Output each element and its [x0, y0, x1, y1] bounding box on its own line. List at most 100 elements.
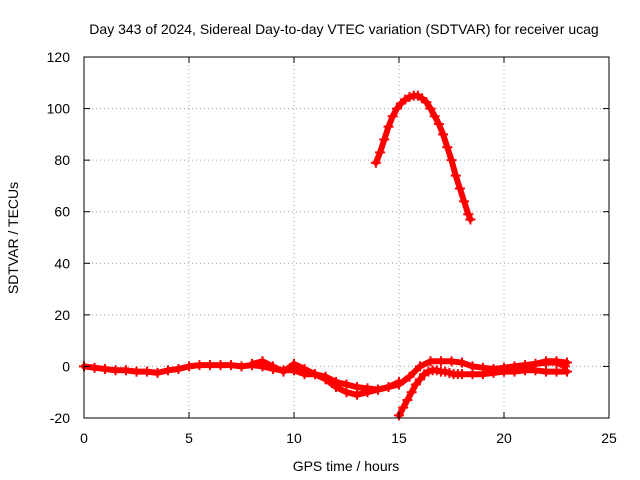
data-point [131, 366, 142, 377]
data-point [509, 362, 520, 373]
data-point [383, 382, 394, 393]
data-point [194, 360, 205, 371]
data-point [398, 402, 409, 413]
data-point [467, 361, 478, 372]
data-point [226, 360, 236, 371]
data-point [268, 361, 278, 372]
data-point [562, 357, 572, 368]
grid [84, 57, 609, 418]
data-point [375, 147, 386, 158]
data-point [331, 382, 341, 393]
data-point [163, 365, 173, 376]
data-point [362, 387, 373, 398]
data-point [394, 376, 404, 387]
data-point [551, 366, 562, 377]
data-point [446, 155, 457, 166]
data-point [454, 183, 465, 194]
data-point [438, 129, 449, 140]
data-point [373, 384, 383, 395]
data-point [551, 356, 562, 367]
data-point [310, 369, 320, 380]
data-point [446, 356, 457, 367]
data-point [465, 214, 476, 225]
series-satellite-arc-rising [394, 365, 572, 421]
data-point [236, 361, 247, 372]
series-satellite-tracks-secondary [247, 356, 404, 400]
data-point [247, 358, 257, 369]
data-point [402, 394, 413, 405]
x-tick-label: 15 [391, 430, 407, 446]
data-point [142, 366, 152, 377]
data-point [425, 356, 436, 367]
x-tick-label: 0 [80, 430, 88, 446]
data-point [425, 103, 436, 114]
data-layer [79, 90, 572, 421]
data-point [121, 365, 131, 376]
data-point [370, 157, 381, 168]
data-point [433, 119, 444, 130]
data-point [379, 134, 390, 145]
data-point [436, 356, 446, 367]
data-point [499, 365, 509, 376]
plot-frame [83, 56, 610, 419]
y-tick-label: 100 [47, 101, 71, 117]
y-axis-label: SDTVAR / TECUs [5, 182, 21, 294]
x-tick-label: 10 [286, 430, 302, 446]
y-tick-label: 60 [54, 204, 70, 220]
x-tick-label: 20 [496, 430, 512, 446]
data-point [541, 366, 551, 377]
data-point [205, 360, 215, 371]
data-point [415, 374, 425, 385]
data-point [442, 142, 453, 153]
data-point [530, 358, 541, 369]
data-point [173, 364, 184, 375]
data-point [457, 357, 467, 368]
data-point [541, 356, 551, 367]
y-tick-label: 20 [54, 307, 70, 323]
ticks: 0 5 10 15 20 25 -20 0 20 40 60 80 100 120 [47, 49, 617, 446]
x-tick-label: 25 [601, 430, 617, 446]
y-tick-label: 0 [62, 358, 70, 374]
data-point [341, 387, 352, 398]
data-point [488, 364, 499, 375]
series-satellite-arc-high [370, 90, 476, 225]
data-point [410, 379, 421, 390]
data-point [406, 387, 417, 398]
data-point [478, 362, 488, 373]
data-point [520, 361, 530, 372]
data-point [459, 196, 470, 207]
data-point [299, 364, 310, 375]
y-tick-label: 40 [54, 255, 70, 271]
data-point [404, 371, 415, 382]
x-tick-label: 5 [185, 430, 193, 446]
y-tick-label: -20 [50, 410, 70, 426]
data-point [387, 111, 398, 122]
data-point [457, 369, 467, 380]
x-axis-label: GPS time / hours [293, 458, 400, 474]
data-point [421, 97, 432, 108]
data-point [383, 121, 394, 132]
data-point [463, 209, 474, 220]
data-point [89, 362, 100, 373]
y-tick-label: 80 [54, 152, 70, 168]
data-point [257, 356, 268, 367]
data-point [391, 103, 402, 114]
series-line [372, 92, 474, 223]
chart-title: Day 343 of 2024, Sidereal Day-to-day VTE… [89, 21, 598, 37]
data-point [450, 170, 461, 181]
data-point [320, 374, 331, 385]
data-point [215, 360, 226, 371]
data-point [352, 389, 362, 400]
data-point [184, 361, 194, 372]
y-tick-label: 120 [47, 49, 71, 65]
data-point [289, 358, 299, 369]
data-point [152, 367, 163, 378]
data-point [278, 366, 289, 377]
series-satellite-tracks-evening [488, 356, 572, 376]
data-point [415, 361, 425, 372]
data-point [100, 364, 110, 375]
data-point [110, 365, 121, 376]
data-point [429, 111, 440, 122]
